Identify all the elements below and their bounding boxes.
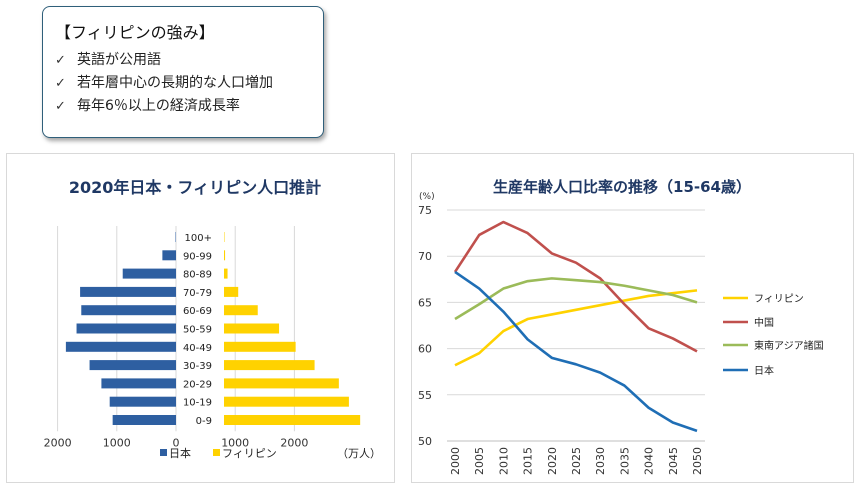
age-category-label: 70-79 xyxy=(183,288,212,299)
callout-list: ✓ 英語が公用語 ✓ 若年層中心の長期的な人口増加 ✓ 毎年6％以上の経済成長率 xyxy=(55,49,311,118)
age-category-label: 90-99 xyxy=(183,251,212,262)
series-line-southeast-asia xyxy=(454,277,698,321)
japan-bar xyxy=(65,341,176,352)
philippines-bar xyxy=(224,415,361,425)
age-category-label: 50-59 xyxy=(183,325,212,336)
strengths-callout: 【フィリピンの強み】 ✓ 英語が公用語 ✓ 若年層中心の長期的な人口増加 ✓ 毎年6％… xyxy=(42,6,324,138)
philippines-bar xyxy=(224,268,228,279)
population-pyramid-chart: 2020年日本・フィリピン人口推計 2000 1000 0 1000 2000 100+ 90… xyxy=(44,178,381,460)
japan-bar xyxy=(81,305,176,316)
legend-swatch-philippines xyxy=(213,449,220,456)
callout-item: ✓ 毎年6％以上の経済成長率 xyxy=(55,95,311,118)
working-age-line-chart: 生産年齢人口比率の推移（15-64歳） (%) 75 70 65 60 55 50 2000 20… xyxy=(418,178,824,475)
legend-label-philippines: フィリピン xyxy=(222,447,277,460)
philippines-bar xyxy=(224,305,258,316)
age-category-label: 100+ xyxy=(185,233,212,244)
unit-label: （万人） xyxy=(337,447,381,460)
y-tick-label: 50 xyxy=(418,435,432,448)
legend-label-philippines: フィリピン xyxy=(754,293,804,305)
population-chart-panel: 2020年日本・フィリピン人口推計 2000 1000 0 1000 2000 100+ 90… xyxy=(6,153,395,483)
legend-label-japan: 日本 xyxy=(754,364,774,377)
x-tick-label: 1000 xyxy=(103,436,131,449)
age-category-label: 40-49 xyxy=(183,343,212,354)
chart-title: 2020年日本・フィリピン人口推計 xyxy=(69,178,321,197)
x-tick-label: 2050 xyxy=(691,447,704,475)
chart-title: 生産年齢人口比率の推移（15-64歳） xyxy=(493,178,751,196)
y-tick-label: 75 xyxy=(418,204,432,217)
y-tick-label: 55 xyxy=(418,389,432,402)
callout-item: ✓ 英語が公用語 xyxy=(55,49,311,72)
philippines-bar xyxy=(224,341,296,352)
callout-item-text: 英語が公用語 xyxy=(77,52,161,68)
series-line-japan xyxy=(454,270,698,433)
x-tick-label: 2010 xyxy=(497,447,510,475)
x-tick-label: 2020 xyxy=(546,447,559,475)
legend-label-china: 中国 xyxy=(754,316,774,329)
check-icon: ✓ xyxy=(55,53,66,68)
philippines-bar xyxy=(224,378,339,389)
japan-bar xyxy=(101,378,176,389)
japan-bar xyxy=(112,415,176,425)
x-tick-label: 2005 xyxy=(473,447,486,475)
x-tick-label: 2000 xyxy=(449,447,462,475)
x-tick-label: 2015 xyxy=(522,447,535,475)
age-category-label: 80-89 xyxy=(183,270,212,281)
y-tick-label: 60 xyxy=(418,343,432,356)
philippines-bar xyxy=(224,360,315,371)
x-tick-label: 1000 xyxy=(221,436,249,449)
x-tick-label: 2035 xyxy=(618,447,631,475)
y-tick-label: 70 xyxy=(418,250,432,263)
age-category-label: 30-39 xyxy=(183,361,212,372)
philippines-bar xyxy=(224,250,226,261)
japan-bar xyxy=(162,250,176,261)
japan-bar xyxy=(89,360,176,371)
legend-label-southeast-asia: 東南アジア諸国 xyxy=(754,339,824,352)
series-line-china xyxy=(453,220,698,353)
legend-swatch-japan xyxy=(160,449,167,456)
check-icon: ✓ xyxy=(55,99,66,114)
japan-bar xyxy=(109,396,176,407)
x-tick-label: 2000 xyxy=(280,436,308,449)
x-tick-label: 2000 xyxy=(44,436,72,449)
callout-heading: 【フィリピンの強み】 xyxy=(55,23,215,42)
callout-item: ✓ 若年層中心の長期的な人口増加 xyxy=(55,72,311,95)
age-category-label: 60-69 xyxy=(183,306,212,317)
japan-bar xyxy=(80,286,176,297)
legend-label-japan: 日本 xyxy=(169,446,191,460)
philippines-bar xyxy=(224,396,349,407)
x-tick-label: 2030 xyxy=(594,447,607,475)
series-line-philippines xyxy=(454,289,698,367)
age-category-label: 10-19 xyxy=(183,398,212,409)
x-tick-label: 0 xyxy=(173,436,180,449)
philippines-bar xyxy=(224,323,280,334)
y-axis-label: (%) xyxy=(419,192,435,202)
callout-item-text: 若年層中心の長期的な人口増加 xyxy=(77,75,273,91)
age-category-label: 0-9 xyxy=(196,416,212,427)
x-tick-label: 2040 xyxy=(643,447,656,475)
x-tick-label: 2045 xyxy=(667,447,680,475)
age-category-label: 20-29 xyxy=(183,379,212,390)
y-tick-label: 65 xyxy=(418,296,432,309)
x-tick-label: 2025 xyxy=(570,447,583,475)
japan-bar xyxy=(122,268,176,279)
working-age-chart-panel: 生産年齢人口比率の推移（15-64歳） (%) 75 70 65 60 55 50 2000 20… xyxy=(411,153,854,483)
check-icon: ✓ xyxy=(55,76,66,91)
callout-item-text: 毎年6％以上の経済成長率 xyxy=(77,98,240,114)
philippines-bar xyxy=(224,286,239,297)
japan-bar xyxy=(76,323,176,334)
